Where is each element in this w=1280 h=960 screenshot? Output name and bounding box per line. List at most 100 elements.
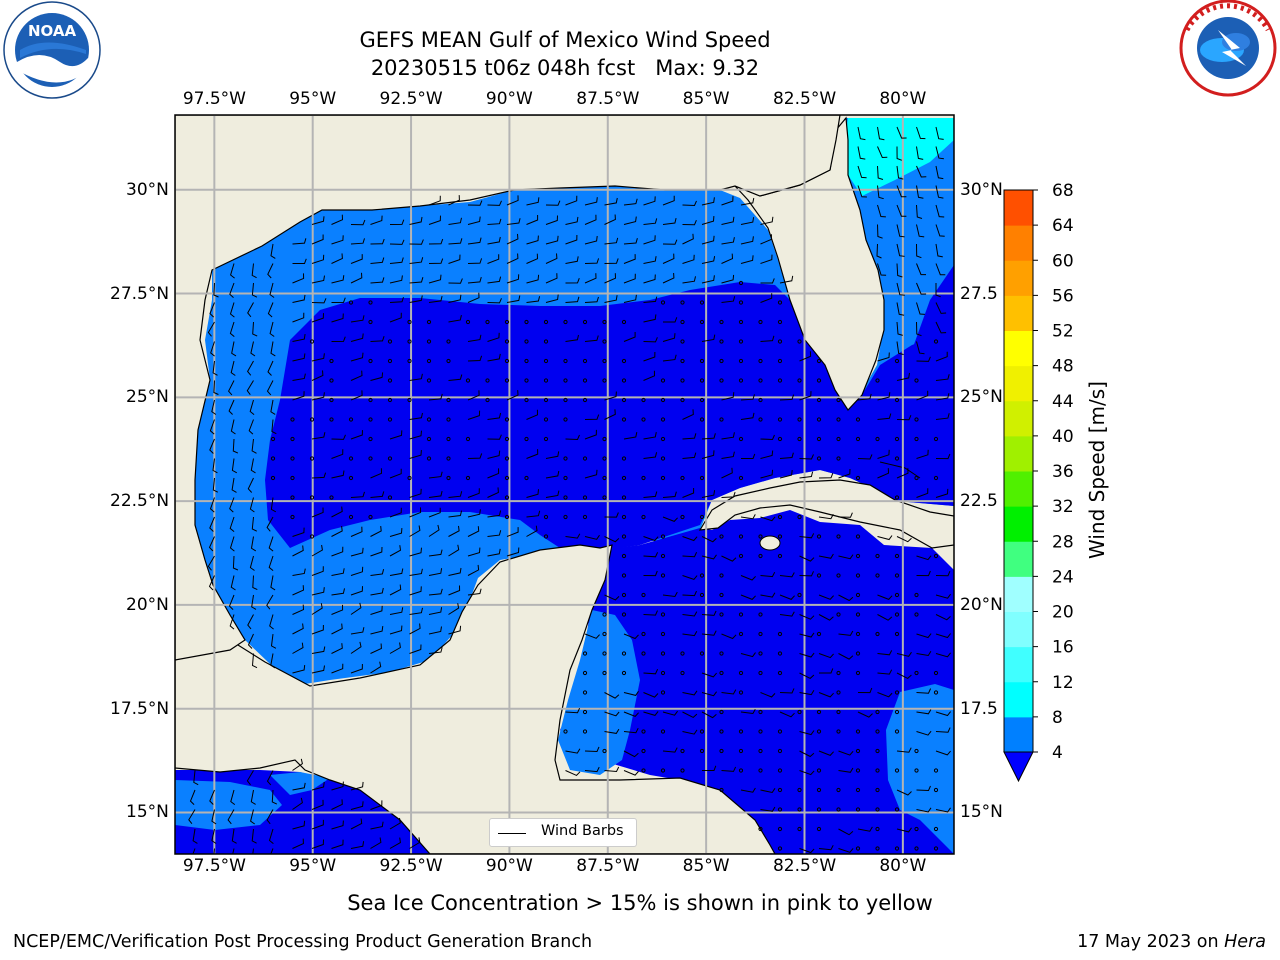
wind-barb bbox=[916, 688, 932, 694]
wind-barb bbox=[799, 750, 815, 758]
colorbar-segment bbox=[1004, 611, 1033, 648]
wind-barb-calm bbox=[719, 417, 724, 422]
wind-barb-calm bbox=[777, 553, 783, 559]
wind-barb bbox=[229, 516, 235, 532]
wind-barb bbox=[779, 594, 795, 600]
wind-barb bbox=[487, 468, 500, 479]
wind-barb bbox=[916, 356, 931, 362]
wind-barb bbox=[935, 807, 951, 813]
colorbar-tick-label: 52 bbox=[1052, 322, 1074, 342]
wind-barb bbox=[721, 633, 737, 640]
wind-barb-calm bbox=[485, 378, 490, 383]
wind-barb-calm bbox=[777, 319, 783, 325]
wind-barb bbox=[251, 263, 257, 279]
wind-barb bbox=[545, 235, 559, 245]
wind-barb bbox=[448, 544, 460, 557]
colorbar-tick-label: 68 bbox=[1052, 181, 1074, 201]
colorbar-tick-label: 36 bbox=[1052, 462, 1074, 482]
wind-barb-calm bbox=[368, 456, 373, 461]
wind-barb-calm bbox=[758, 729, 763, 734]
lon-tick-bottom: 80°W bbox=[879, 856, 927, 876]
wind-barb-calm bbox=[543, 534, 549, 539]
wind-barb bbox=[487, 298, 502, 304]
wind-barb bbox=[267, 360, 274, 376]
wind-barb bbox=[740, 594, 756, 600]
wind-barb bbox=[526, 510, 541, 518]
wind-barb bbox=[740, 197, 755, 206]
wind-barb bbox=[370, 215, 383, 225]
wind-barb bbox=[506, 274, 520, 284]
wind-barb bbox=[506, 390, 519, 401]
wind-barb bbox=[584, 534, 600, 540]
wind-barb-calm bbox=[680, 397, 685, 403]
wind-barb-calm bbox=[368, 300, 373, 305]
wind-barb bbox=[428, 258, 444, 264]
wind-barb bbox=[779, 611, 795, 617]
lat-tick-right: 22.5 bbox=[960, 491, 998, 512]
wind-barb bbox=[896, 224, 905, 238]
wind-barb-calm bbox=[680, 748, 685, 754]
wind-barb bbox=[251, 828, 257, 844]
wind-barb bbox=[409, 430, 422, 440]
wind-barb bbox=[799, 533, 815, 539]
wind-barb bbox=[916, 555, 932, 561]
wind-barb-calm bbox=[582, 319, 588, 325]
wind-barb-calm bbox=[426, 358, 432, 364]
wind-barb bbox=[799, 471, 814, 479]
wind-barb bbox=[231, 477, 237, 493]
nws-logo bbox=[1179, 0, 1277, 97]
wind-barb-calm bbox=[738, 339, 744, 344]
wind-barb bbox=[230, 360, 236, 376]
wind-barb bbox=[350, 663, 363, 674]
wind-barb-calm bbox=[368, 436, 373, 442]
wind-barb bbox=[935, 593, 951, 599]
wind-barb-calm bbox=[621, 397, 627, 403]
wind-barb bbox=[838, 653, 854, 660]
wind-barb bbox=[448, 278, 463, 284]
wind-barb-calm bbox=[621, 592, 627, 598]
wind-barb-calm bbox=[504, 475, 510, 481]
wind-barb bbox=[249, 399, 255, 415]
wind-barb bbox=[370, 643, 382, 654]
wind-barb bbox=[292, 568, 306, 576]
wind-barb bbox=[249, 497, 255, 513]
wind-barb-calm bbox=[855, 553, 861, 559]
colorbar-segment bbox=[1004, 471, 1033, 507]
wind-barb bbox=[428, 626, 442, 635]
wind-barb bbox=[467, 258, 483, 264]
wind-barb bbox=[370, 546, 383, 557]
wind-barb bbox=[331, 781, 344, 791]
wind-barb-calm bbox=[719, 729, 724, 734]
wind-barb bbox=[565, 296, 580, 303]
wind-barb-calm bbox=[699, 514, 705, 520]
wind-barb-calm bbox=[602, 612, 607, 617]
wind-barb-calm bbox=[914, 768, 919, 773]
wind-barb-calm bbox=[446, 456, 451, 461]
wind-barb-calm bbox=[641, 631, 646, 637]
wind-barb bbox=[584, 469, 598, 479]
wind-barb bbox=[818, 614, 834, 621]
wind-barb bbox=[799, 770, 815, 776]
colorbar-tick-label: 12 bbox=[1052, 673, 1074, 693]
wind-barb-calm bbox=[407, 319, 412, 325]
wind-barb-calm bbox=[894, 573, 900, 578]
wind-barb bbox=[643, 218, 658, 225]
wind-barb-calm bbox=[387, 456, 393, 461]
wind-barb bbox=[350, 219, 366, 226]
wind-barb bbox=[662, 491, 677, 498]
wind-barb-calm bbox=[504, 358, 510, 364]
wind-barb bbox=[210, 341, 215, 357]
wind-barb bbox=[877, 126, 885, 141]
wind-barb bbox=[251, 282, 258, 298]
wind-barb bbox=[292, 782, 306, 791]
wind-barb bbox=[623, 770, 639, 776]
wind-barb bbox=[935, 185, 944, 199]
wind-barb bbox=[448, 510, 463, 518]
wind-barb bbox=[896, 185, 907, 198]
wind-barb-calm bbox=[621, 358, 627, 364]
wind-barb-calm bbox=[816, 807, 822, 812]
wind-barb-calm bbox=[933, 787, 939, 793]
lat-tick-left: 27.5°N bbox=[110, 283, 170, 304]
wind-barb bbox=[604, 237, 619, 245]
wind-barb bbox=[266, 809, 274, 825]
